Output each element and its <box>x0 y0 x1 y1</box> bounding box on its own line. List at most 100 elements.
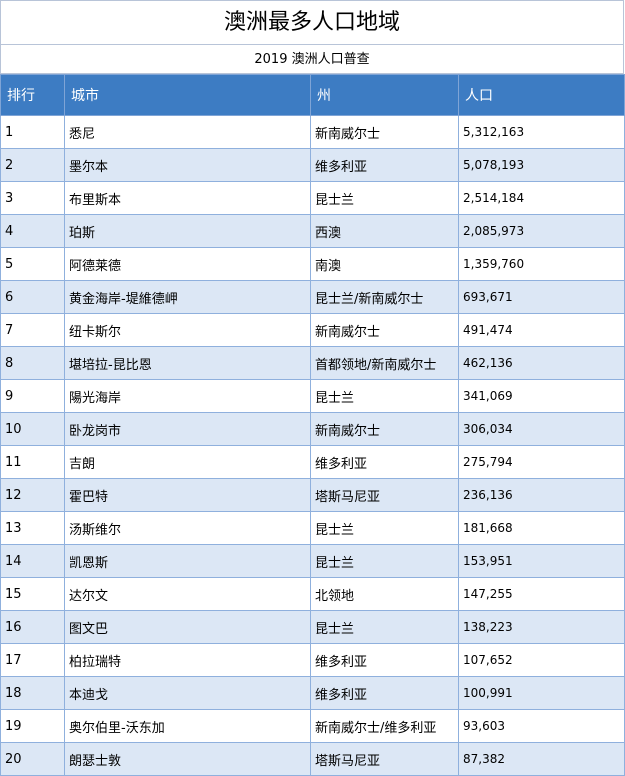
rank-cell[interactable]: 10 <box>0 412 65 446</box>
city-cell[interactable]: 悉尼 <box>64 115 311 149</box>
rank-cell[interactable]: 7 <box>0 313 65 347</box>
state-cell[interactable]: 新南威尔士 <box>310 115 459 149</box>
rank-cell[interactable]: 14 <box>0 544 65 578</box>
table-row: 16 图文巴 昆士兰 138,223 <box>0 610 625 644</box>
city-cell[interactable]: 陽光海岸 <box>64 379 311 413</box>
population-cell[interactable]: 1,359,760 <box>458 247 625 281</box>
table-row: 4 珀斯 西澳 2,085,973 <box>0 214 625 248</box>
population-table: 排行 城市 州 人口 1 悉尼 新南威尔士 5,312,163 2 墨尔本 维多利亚 5,07… <box>0 74 625 776</box>
state-cell[interactable]: 新南威尔士 <box>310 412 459 446</box>
state-cell[interactable]: 昆士兰/新南威尔士 <box>310 280 459 314</box>
city-cell[interactable]: 纽卡斯尔 <box>64 313 311 347</box>
table-row: 13 汤斯维尔 昆士兰 181,668 <box>0 511 625 545</box>
rank-cell[interactable]: 20 <box>0 742 65 776</box>
table-row: 20 朗瑟士敦 塔斯马尼亚 87,382 <box>0 742 625 776</box>
state-cell[interactable]: 南澳 <box>310 247 459 281</box>
city-cell[interactable]: 本迪戈 <box>64 676 311 710</box>
population-cell[interactable]: 341,069 <box>458 379 625 413</box>
rank-cell[interactable]: 19 <box>0 709 65 743</box>
population-cell[interactable]: 462,136 <box>458 346 625 380</box>
state-cell[interactable]: 昆士兰 <box>310 181 459 215</box>
population-cell[interactable]: 87,382 <box>458 742 625 776</box>
rank-cell[interactable]: 17 <box>0 643 65 677</box>
state-cell[interactable]: 昆士兰 <box>310 379 459 413</box>
header-state[interactable]: 州 <box>310 74 459 116</box>
population-cell[interactable]: 93,603 <box>458 709 625 743</box>
table-row: 9 陽光海岸 昆士兰 341,069 <box>0 379 625 413</box>
state-cell[interactable]: 昆士兰 <box>310 610 459 644</box>
population-cell[interactable]: 2,085,973 <box>458 214 625 248</box>
rank-cell[interactable]: 5 <box>0 247 65 281</box>
population-cell[interactable]: 107,652 <box>458 643 625 677</box>
header-rank[interactable]: 排行 <box>0 74 65 116</box>
population-cell[interactable]: 100,991 <box>458 676 625 710</box>
population-cell[interactable]: 153,951 <box>458 544 625 578</box>
city-cell[interactable]: 朗瑟士敦 <box>64 742 311 776</box>
city-cell[interactable]: 凯恩斯 <box>64 544 311 578</box>
state-cell[interactable]: 西澳 <box>310 214 459 248</box>
rank-cell[interactable]: 2 <box>0 148 65 182</box>
state-cell[interactable]: 北领地 <box>310 577 459 611</box>
table-row: 19 奥尔伯里-沃东加 新南威尔士/维多利亚 93,603 <box>0 709 625 743</box>
rank-cell[interactable]: 9 <box>0 379 65 413</box>
rank-cell[interactable]: 18 <box>0 676 65 710</box>
rank-cell[interactable]: 13 <box>0 511 65 545</box>
state-cell[interactable]: 塔斯马尼亚 <box>310 742 459 776</box>
table-row: 1 悉尼 新南威尔士 5,312,163 <box>0 115 625 149</box>
city-cell[interactable]: 堪培拉-昆比恩 <box>64 346 311 380</box>
city-cell[interactable]: 奥尔伯里-沃东加 <box>64 709 311 743</box>
rank-cell[interactable]: 12 <box>0 478 65 512</box>
rank-cell[interactable]: 16 <box>0 610 65 644</box>
rank-cell[interactable]: 11 <box>0 445 65 479</box>
table-row: 3 布里斯本 昆士兰 2,514,184 <box>0 181 625 215</box>
state-cell[interactable]: 新南威尔士 <box>310 313 459 347</box>
population-cell[interactable]: 693,671 <box>458 280 625 314</box>
city-cell[interactable]: 汤斯维尔 <box>64 511 311 545</box>
header-city[interactable]: 城市 <box>64 74 311 116</box>
population-cell[interactable]: 306,034 <box>458 412 625 446</box>
population-cell[interactable]: 491,474 <box>458 313 625 347</box>
state-cell[interactable]: 昆士兰 <box>310 544 459 578</box>
rank-cell[interactable]: 4 <box>0 214 65 248</box>
population-cell[interactable]: 275,794 <box>458 445 625 479</box>
table-row: 12 霍巴特 塔斯马尼亚 236,136 <box>0 478 625 512</box>
city-cell[interactable]: 图文巴 <box>64 610 311 644</box>
city-cell[interactable]: 达尔文 <box>64 577 311 611</box>
state-cell[interactable]: 维多利亚 <box>310 676 459 710</box>
city-cell[interactable]: 布里斯本 <box>64 181 311 215</box>
city-cell[interactable]: 珀斯 <box>64 214 311 248</box>
table-row: 18 本迪戈 维多利亚 100,991 <box>0 676 625 710</box>
city-cell[interactable]: 黄金海岸-堤維德岬 <box>64 280 311 314</box>
population-cell[interactable]: 181,668 <box>458 511 625 545</box>
population-cell[interactable]: 138,223 <box>458 610 625 644</box>
rank-cell[interactable]: 15 <box>0 577 65 611</box>
rank-cell[interactable]: 1 <box>0 115 65 149</box>
table-row: 5 阿德莱德 南澳 1,359,760 <box>0 247 625 281</box>
rank-cell[interactable]: 8 <box>0 346 65 380</box>
table-row: 14 凯恩斯 昆士兰 153,951 <box>0 544 625 578</box>
population-cell[interactable]: 147,255 <box>458 577 625 611</box>
state-cell[interactable]: 新南威尔士/维多利亚 <box>310 709 459 743</box>
population-cell[interactable]: 2,514,184 <box>458 181 625 215</box>
population-cell[interactable]: 236,136 <box>458 478 625 512</box>
city-cell[interactable]: 柏拉瑞特 <box>64 643 311 677</box>
state-cell[interactable]: 维多利亚 <box>310 445 459 479</box>
rank-cell[interactable]: 6 <box>0 280 65 314</box>
city-cell[interactable]: 吉朗 <box>64 445 311 479</box>
rank-cell[interactable]: 3 <box>0 181 65 215</box>
state-cell[interactable]: 昆士兰 <box>310 511 459 545</box>
state-cell[interactable]: 维多利亚 <box>310 643 459 677</box>
table-body: 1 悉尼 新南威尔士 5,312,163 2 墨尔本 维多利亚 5,078,193 3 布里斯本昆… <box>0 115 625 776</box>
header-population[interactable]: 人口 <box>458 74 625 116</box>
city-cell[interactable]: 卧龙岗市 <box>64 412 311 446</box>
state-cell[interactable]: 塔斯马尼亚 <box>310 478 459 512</box>
table-row: 8 堪培拉-昆比恩 首都领地/新南威尔士 462,136 <box>0 346 625 380</box>
table-row: 6 黄金海岸-堤維德岬 昆士兰/新南威尔士 693,671 <box>0 280 625 314</box>
city-cell[interactable]: 霍巴特 <box>64 478 311 512</box>
city-cell[interactable]: 墨尔本 <box>64 148 311 182</box>
state-cell[interactable]: 维多利亚 <box>310 148 459 182</box>
city-cell[interactable]: 阿德莱德 <box>64 247 311 281</box>
state-cell[interactable]: 首都领地/新南威尔士 <box>310 346 459 380</box>
population-cell[interactable]: 5,312,163 <box>458 115 625 149</box>
population-cell[interactable]: 5,078,193 <box>458 148 625 182</box>
